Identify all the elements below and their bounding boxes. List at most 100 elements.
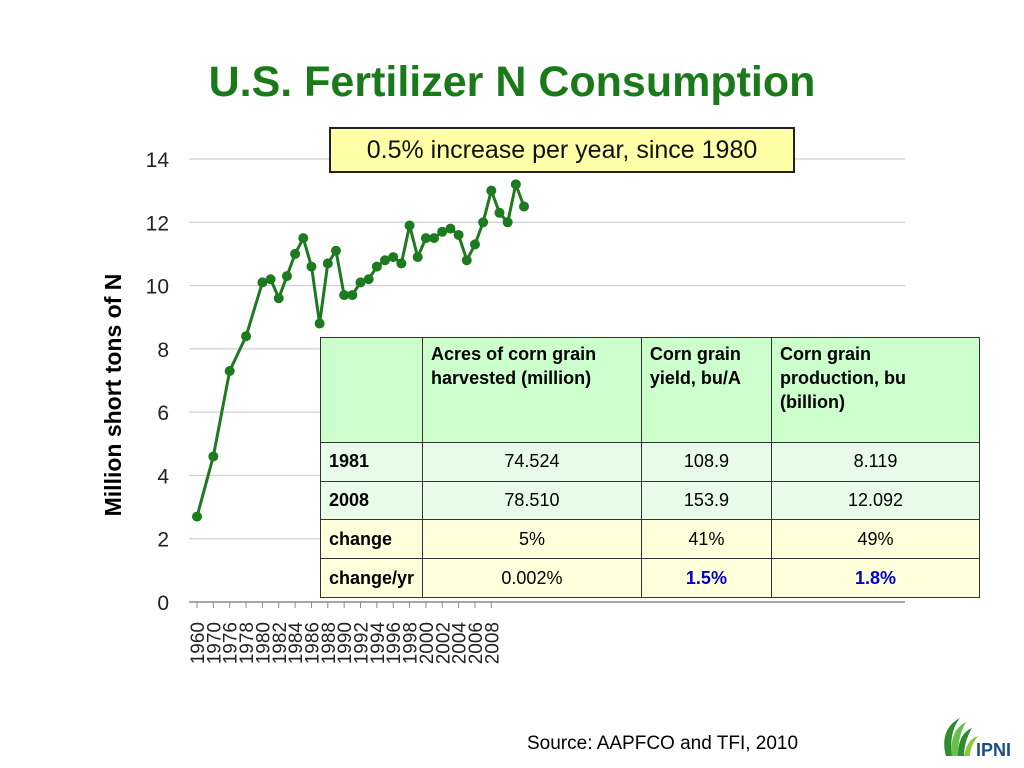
data-point	[208, 451, 219, 462]
data-point	[510, 179, 521, 190]
x-tick-label: 2004	[450, 622, 471, 665]
table-cell: 153.9	[640, 480, 773, 521]
corn-statistics-table: Acres of corn grain harvested (million) …	[319, 337, 980, 598]
table-header-cell: Acres of corn grain harvested (million)	[422, 337, 642, 443]
x-tick-label: 2000	[417, 622, 438, 664]
row-label: 2008	[319, 480, 424, 521]
data-point	[412, 252, 423, 263]
data-point	[445, 223, 456, 234]
table-cell-highlight: 1.8%	[771, 558, 980, 598]
data-point	[339, 290, 350, 301]
table-cell: 0.002%	[422, 558, 642, 598]
x-tick-label: 1990	[335, 622, 356, 664]
x-tick-label: 1984	[286, 622, 307, 665]
table-cell: 49%	[771, 519, 980, 560]
x-tick-label: 1996	[384, 622, 405, 664]
data-point	[453, 229, 464, 240]
y-axis-label: Million short tons of N	[100, 274, 126, 517]
x-tick-label: 2006	[466, 622, 487, 664]
data-point	[388, 252, 399, 263]
data-point	[404, 220, 415, 231]
x-tick-label: 1988	[319, 622, 340, 664]
row-label: change	[319, 519, 424, 560]
data-point	[396, 258, 407, 269]
data-point	[380, 255, 391, 266]
x-tick-label: 1978	[237, 622, 258, 664]
data-point	[257, 277, 268, 288]
x-tick-label: 1970	[204, 622, 225, 664]
page-title: U.S. Fertilizer N Consumption	[208, 58, 816, 106]
table-header-cell: Corn grain yield, bu/A	[640, 337, 773, 443]
data-point	[478, 217, 489, 228]
x-tick-label: 1998	[401, 622, 422, 664]
table-header-row: Acres of corn grain harvested (million) …	[319, 337, 980, 443]
table-row: 1981 74.524 108.9 8.119	[319, 441, 980, 482]
table-row: change 5% 41% 49%	[319, 519, 980, 560]
trend-callout: 0.5% increase per year, since 1980	[329, 127, 795, 173]
data-point	[281, 271, 292, 282]
data-point	[273, 293, 284, 304]
data-point	[298, 233, 309, 244]
data-point	[290, 248, 301, 259]
data-point	[371, 261, 382, 272]
table-cell: 78.510	[422, 480, 642, 521]
y-tick-label: 12	[146, 212, 169, 235]
wheat-icon	[944, 718, 978, 756]
y-tick-label: 4	[157, 465, 169, 488]
table-header-cell: Corn grain production, bu (billion)	[771, 337, 980, 443]
data-point	[192, 511, 202, 522]
y-tick-label: 0	[157, 592, 169, 615]
x-tick-label: 2002	[433, 622, 454, 664]
table-header-cell	[319, 337, 424, 443]
data-point	[469, 239, 480, 250]
data-point	[322, 258, 333, 269]
table-cell: 8.119	[771, 441, 980, 482]
data-point	[347, 290, 358, 301]
data-point	[265, 274, 276, 285]
table-cell: 12.092	[771, 480, 980, 521]
data-point	[306, 261, 317, 272]
table-cell: 41%	[640, 519, 773, 560]
data-point	[355, 277, 366, 288]
data-point	[330, 245, 341, 256]
y-tick-label: 8	[157, 339, 169, 362]
x-tick-label: 1992	[352, 622, 373, 664]
data-point	[461, 255, 472, 266]
table-cell: 108.9	[640, 441, 773, 482]
data-point	[519, 201, 529, 212]
y-tick-label: 14	[146, 149, 170, 172]
data-point	[437, 226, 448, 237]
y-axis-ticks: 0 2 4 6 8 10 12 14	[146, 149, 170, 615]
table-cell: 5%	[422, 519, 642, 560]
x-tick-label: 1986	[302, 622, 323, 664]
x-tick-label: 1960	[188, 622, 209, 664]
data-point	[494, 207, 505, 218]
source-note: Source: AAPFCO and TFI, 2010	[527, 733, 799, 754]
y-tick-label: 2	[157, 529, 169, 552]
ipni-logo: IPNI	[944, 718, 1011, 760]
logo-text: IPNI	[976, 740, 1011, 760]
chart-series	[192, 178, 529, 522]
table-row: change/yr 0.002% 1.5% 1.8%	[319, 558, 980, 598]
x-tick-label: 1976	[221, 622, 242, 664]
data-point	[363, 274, 374, 285]
row-label: change/yr	[319, 558, 424, 598]
x-tick-label: 2008	[482, 622, 503, 664]
y-tick-label: 6	[157, 402, 169, 425]
y-tick-label: 10	[146, 276, 169, 299]
table-cell-highlight: 1.5%	[640, 558, 773, 598]
data-point	[429, 233, 440, 244]
data-point	[502, 217, 513, 228]
data-point	[241, 331, 252, 342]
row-label: 1981	[319, 441, 424, 482]
x-tick-label: 1982	[270, 622, 291, 664]
x-tick-label: 1994	[368, 622, 389, 665]
data-point	[314, 318, 325, 329]
data-point	[420, 233, 431, 244]
data-point	[486, 185, 497, 196]
data-point	[224, 366, 235, 377]
table-row: 2008 78.510 153.9 12.092	[319, 480, 980, 521]
x-axis-ticks: 1960197019761978198019821984198619881990…	[188, 602, 503, 664]
table-cell: 74.524	[422, 441, 642, 482]
